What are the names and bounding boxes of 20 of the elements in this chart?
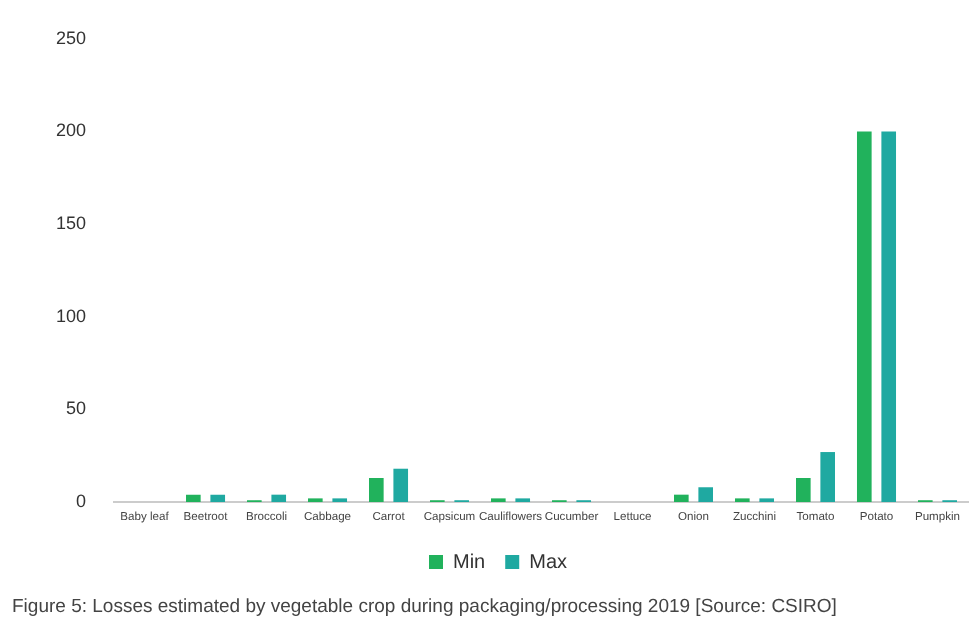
bar xyxy=(881,131,897,503)
y-tick-label: 0 xyxy=(76,491,87,512)
bar xyxy=(698,487,714,503)
y-tick-label: 100 xyxy=(55,305,87,326)
bar xyxy=(186,494,201,503)
legend-label: Min xyxy=(453,551,486,574)
y-tick-label: 150 xyxy=(55,213,87,234)
caption: Figure 5: Losses estimated by vegetable crop during packaging/processing 2019 [Source: CSIRO] xyxy=(10,596,839,618)
bar xyxy=(210,494,226,503)
bar xyxy=(369,477,384,503)
bar xyxy=(856,131,872,503)
bar xyxy=(795,477,811,503)
y-tick-label: 50 xyxy=(66,398,87,419)
y-tick-label: 250 xyxy=(55,27,87,48)
bar xyxy=(820,452,836,503)
bar xyxy=(393,468,409,503)
bar xyxy=(673,494,689,503)
legend-label: Max xyxy=(529,551,568,574)
y-tick-label: 200 xyxy=(55,120,87,141)
bar xyxy=(271,494,287,503)
